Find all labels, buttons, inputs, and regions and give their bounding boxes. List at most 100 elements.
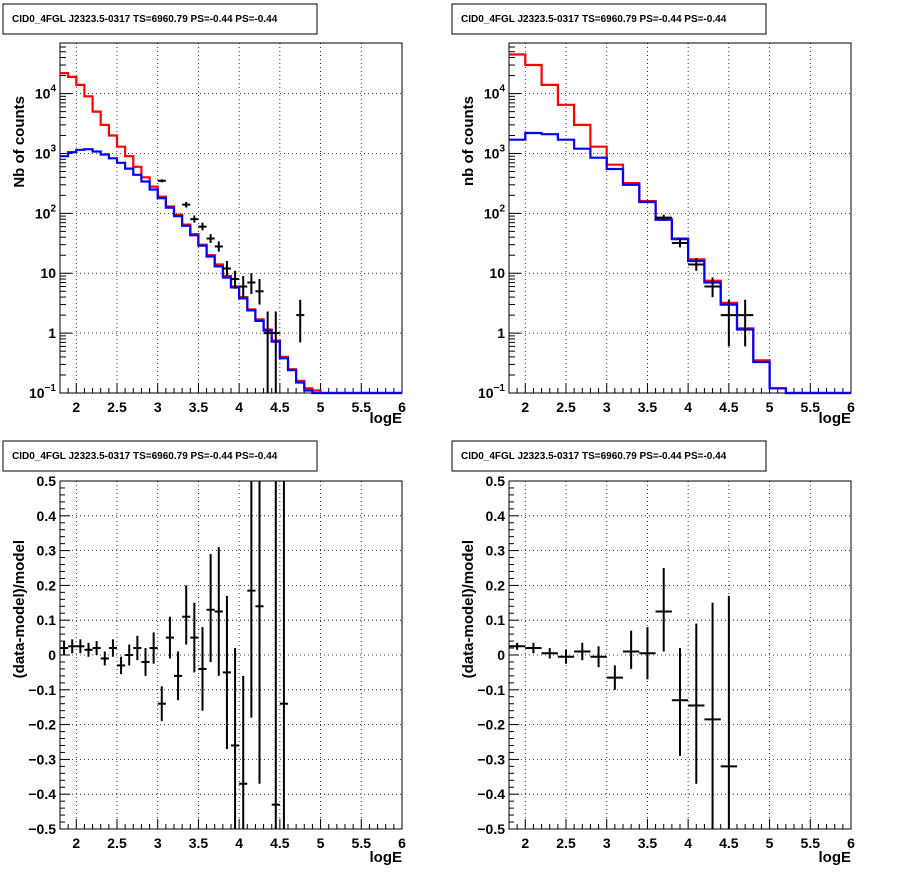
chart-title: CID0_4FGL J2323.5-0317 TS=6960.79 PS=-0.… xyxy=(461,14,727,25)
y-tick-label: 0.3 xyxy=(486,543,506,559)
y-tick-label: 10−1 xyxy=(478,383,505,401)
plot-frame xyxy=(59,42,403,394)
plot-frame xyxy=(59,480,403,830)
y-axis-label: Nb of counts xyxy=(11,96,28,188)
data-point xyxy=(68,639,77,654)
data-point xyxy=(76,639,85,654)
data-point xyxy=(720,595,737,829)
y-tick-label: 0.2 xyxy=(37,577,57,593)
x-axis-label: logE xyxy=(370,849,403,866)
data-point xyxy=(60,641,69,655)
x-tick-label: 2.5 xyxy=(107,399,127,415)
x-tick-label: 4.5 xyxy=(719,835,739,851)
y-tick-label: 0.1 xyxy=(486,612,506,628)
data-point xyxy=(525,642,542,654)
x-tick-label: 5.5 xyxy=(801,399,821,415)
series-line-model_total xyxy=(509,53,851,395)
y-tick-label: 1 xyxy=(48,325,56,341)
y-tick-label: −0.5 xyxy=(28,821,56,837)
chart-panel-spec-fine: 2 2.5 3 3.5 4 4.5 5 5.5 6 10−1 1 10 102 103 104 CID0_4F… xyxy=(2,3,406,427)
x-tick-label: 5.5 xyxy=(352,399,372,415)
y-tick-label: 0 xyxy=(497,647,505,663)
y-tick-label: 10 xyxy=(40,265,56,281)
data-point xyxy=(255,481,264,784)
data-point xyxy=(239,275,248,298)
data-point xyxy=(198,222,207,231)
title-box xyxy=(2,440,318,472)
title-box xyxy=(451,440,767,472)
data-point xyxy=(174,651,183,701)
data-point xyxy=(182,585,191,645)
data-point xyxy=(574,642,591,661)
x-tick-label: 2.5 xyxy=(107,835,127,851)
data-point xyxy=(623,630,640,669)
y-tick-label: −0.1 xyxy=(28,682,56,698)
y-tick-label: −0.3 xyxy=(477,751,505,767)
y-tick-label: 0.4 xyxy=(486,508,506,524)
y-tick-label: 102 xyxy=(484,203,506,221)
y-tick-label: −0.2 xyxy=(28,717,56,733)
y-tick-label: 0.3 xyxy=(37,543,57,559)
y-tick-label: 104 xyxy=(484,84,506,102)
x-tick-label: 2 xyxy=(521,399,529,415)
y-tick-label: 10 xyxy=(489,265,505,281)
y-axis-label: nb of counts xyxy=(460,96,477,186)
chart-title: CID0_4FGL J2323.5-0317 TS=6960.79 PS=-0.… xyxy=(461,451,727,462)
x-tick-label: 4 xyxy=(684,399,692,415)
data-point xyxy=(84,642,93,657)
x-tick-label: 6 xyxy=(847,399,855,415)
x-tick-label: 4 xyxy=(684,835,692,851)
data-point xyxy=(655,214,672,221)
x-tick-label: 5.5 xyxy=(352,835,372,851)
y-tick-label: −0.3 xyxy=(28,751,56,767)
series-line-model_source xyxy=(60,148,402,395)
x-tick-label: 2 xyxy=(72,835,80,851)
x-tick-label: 6 xyxy=(398,399,406,415)
data-point xyxy=(92,641,101,655)
data-point xyxy=(222,261,231,276)
y-tick-label: 0.2 xyxy=(486,577,506,593)
data-point xyxy=(222,595,231,749)
data-point xyxy=(133,635,142,661)
x-tick-label: 5.5 xyxy=(801,835,821,851)
x-tick-label: 5 xyxy=(766,399,774,415)
chart-title: CID0_4FGL J2323.5-0317 TS=6960.79 PS=-0.… xyxy=(12,451,278,462)
chart-panel-resid-fine: 2 2.5 3 3.5 4 4.5 5 5.5 6 −0.5 −0.4 −0.3 −0.2 −0.1 0 0.… xyxy=(2,440,406,866)
x-tick-label: 3.5 xyxy=(638,399,658,415)
data-point xyxy=(214,547,223,676)
data-point xyxy=(247,481,256,718)
y-tick-label: −0.4 xyxy=(28,786,56,802)
x-tick-label: 3.5 xyxy=(189,835,209,851)
chart-panel-spec-coarse: 2 2.5 3 3.5 4 4.5 5 5.5 6 10−1 1 10 102 103 104 CID0_4F… xyxy=(451,3,855,427)
data-point xyxy=(590,646,607,668)
title-box xyxy=(451,3,767,35)
x-tick-label: 4 xyxy=(235,835,243,851)
data-point xyxy=(688,623,705,784)
x-tick-label: 2 xyxy=(72,399,80,415)
y-tick-label: 1 xyxy=(497,325,505,341)
data-point xyxy=(182,201,191,208)
data-point xyxy=(157,686,166,722)
x-tick-label: 3.5 xyxy=(638,835,658,851)
x-tick-label: 6 xyxy=(398,835,406,851)
x-tick-label: 5 xyxy=(317,835,325,851)
data-point xyxy=(231,648,240,829)
x-tick-label: 3.5 xyxy=(189,399,209,415)
data-point xyxy=(720,299,737,347)
x-tick-label: 3 xyxy=(154,399,162,415)
plot-frame xyxy=(508,42,852,394)
y-tick-label: 103 xyxy=(35,143,57,161)
y-tick-label: 0.5 xyxy=(486,473,506,489)
data-point xyxy=(117,656,126,675)
data-point xyxy=(108,639,117,657)
y-tick-label: 102 xyxy=(35,203,57,221)
data-point xyxy=(198,627,207,711)
x-tick-label: 5 xyxy=(766,835,774,851)
x-axis-label: logE xyxy=(819,410,852,427)
x-tick-label: 3 xyxy=(603,399,611,415)
x-tick-label: 4.5 xyxy=(270,399,290,415)
data-point xyxy=(271,311,280,393)
y-axis-label: (data-model)/model xyxy=(11,540,28,678)
series-line-model_source xyxy=(509,131,851,395)
y-tick-label: 0 xyxy=(48,647,56,663)
